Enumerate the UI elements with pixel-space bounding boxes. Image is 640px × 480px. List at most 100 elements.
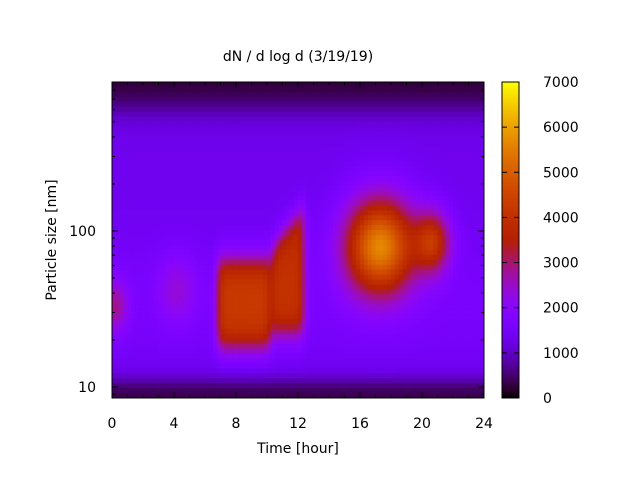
heatmap-cell — [270, 185, 276, 192]
heatmap-cell — [352, 274, 357, 281]
heatmap-cell — [170, 195, 175, 202]
heatmap-cell — [259, 165, 264, 172]
heatmap-cell — [391, 328, 396, 335]
heatmap-cell — [119, 353, 125, 360]
heatmap-cell — [325, 343, 330, 350]
heatmap-cell — [174, 215, 179, 221]
heatmap-cell — [270, 314, 276, 320]
heatmap-cell — [115, 259, 121, 266]
heatmap-cell — [387, 378, 392, 384]
heatmap-cell — [255, 210, 260, 216]
heatmap-cell — [363, 106, 369, 113]
heatmap-cell — [313, 141, 318, 147]
heatmap-cell — [177, 323, 183, 330]
heatmap-cell — [224, 274, 229, 281]
heatmap-cell — [290, 215, 295, 221]
heatmap-cell — [193, 185, 198, 192]
heatmap-cell — [278, 161, 284, 167]
heatmap-cell — [174, 289, 179, 295]
heatmap-cell — [305, 131, 311, 137]
heatmap-cell — [332, 205, 338, 211]
heatmap-cell — [216, 230, 222, 236]
heatmap-cell — [135, 254, 140, 261]
heatmap-cell — [208, 146, 214, 152]
heatmap-cell — [201, 136, 206, 142]
heatmap-cell — [332, 111, 338, 118]
heatmap-cell — [367, 383, 373, 389]
heatmap-cell — [232, 141, 237, 147]
heatmap-cell — [270, 363, 276, 369]
heatmap-cell — [394, 383, 400, 389]
heatmap-cell — [189, 146, 194, 152]
heatmap-cell — [282, 215, 287, 221]
heatmap-cell — [325, 170, 330, 177]
heatmap-cell — [329, 205, 334, 211]
heatmap-cell — [259, 161, 264, 167]
heatmap-cell — [143, 328, 148, 335]
heatmap-cell — [158, 235, 163, 241]
heatmap-cell — [267, 106, 272, 113]
heatmap-cell — [205, 116, 210, 123]
heatmap-cell — [274, 131, 280, 137]
heatmap-cell — [224, 259, 229, 266]
heatmap-cell — [139, 205, 144, 211]
heatmap-cell — [340, 82, 346, 88]
heatmap-cell — [336, 333, 342, 340]
heatmap-cell — [356, 195, 361, 202]
heatmap-cell — [336, 210, 342, 216]
heatmap-cell — [317, 358, 322, 365]
heatmap-cell — [398, 294, 404, 300]
heatmap-cell — [259, 309, 264, 315]
heatmap-cell — [329, 368, 334, 374]
heatmap-cell — [329, 225, 334, 231]
heatmap-cell — [174, 151, 179, 157]
heatmap-cell — [305, 195, 311, 202]
heatmap-cell — [189, 185, 194, 192]
heatmap-cell — [282, 91, 287, 98]
heatmap-cell — [212, 205, 218, 211]
heatmap-cell — [298, 111, 303, 118]
heatmap-cell — [208, 269, 214, 276]
heatmap-cell — [387, 368, 392, 374]
heatmap-cell — [410, 333, 415, 340]
heatmap-cell — [278, 319, 284, 325]
heatmap-cell — [239, 393, 245, 398]
heatmap-cell — [294, 378, 299, 384]
heatmap-cell — [305, 185, 311, 192]
heatmap-cell — [197, 175, 202, 182]
heatmap-cell — [224, 131, 229, 137]
heatmap-cell — [247, 294, 253, 300]
heatmap-cell — [352, 205, 357, 211]
heatmap-cell — [119, 240, 125, 246]
heatmap-cell — [410, 323, 415, 330]
heatmap-cell — [154, 373, 160, 379]
heatmap-cell — [224, 200, 229, 207]
heatmap-cell — [150, 170, 156, 177]
heatmap-cell — [131, 319, 136, 325]
heatmap-cell — [232, 284, 237, 290]
heatmap-cell — [274, 244, 280, 251]
heatmap-cell — [367, 146, 373, 152]
heatmap-cell — [170, 141, 175, 147]
heatmap-cell — [224, 175, 229, 182]
heatmap-cell — [216, 274, 222, 281]
heatmap-cell — [313, 195, 318, 202]
heatmap-cell — [398, 121, 404, 128]
heatmap-cell — [402, 165, 408, 172]
heatmap-cell — [363, 235, 369, 241]
heatmap-cell — [286, 333, 291, 340]
heatmap-cell — [332, 185, 338, 192]
heatmap-cell — [394, 240, 400, 246]
heatmap-cell — [332, 244, 338, 251]
heatmap-cell — [228, 328, 233, 335]
heatmap-cell — [193, 289, 198, 295]
heatmap-cell — [263, 116, 268, 123]
heatmap-cell — [356, 289, 361, 295]
heatmap-cell — [247, 91, 253, 98]
heatmap-cell — [139, 121, 144, 128]
heatmap-cell — [212, 363, 218, 369]
heatmap-cell — [220, 126, 225, 132]
heatmap-cell — [329, 264, 334, 271]
heatmap-cell — [232, 116, 237, 123]
heatmap-cell — [208, 121, 214, 128]
